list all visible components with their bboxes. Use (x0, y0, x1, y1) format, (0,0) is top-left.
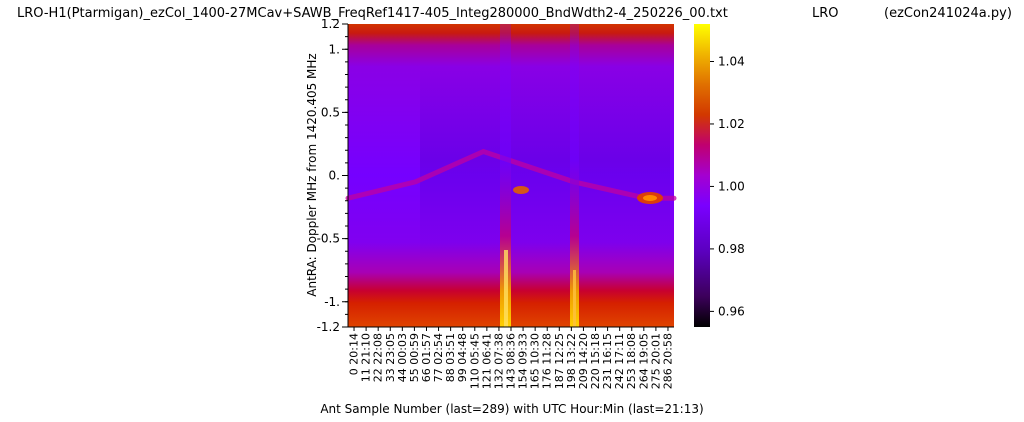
y-tick-label: 0.5 (321, 105, 340, 119)
y-axis: 1.2 1. 0.5 0. -0.5 -1. -1.2 (317, 17, 349, 334)
heatmap-plot-area (345, 24, 677, 327)
y-tick-label: 0. (329, 169, 340, 183)
hot-spot-1 (513, 186, 529, 194)
x-tick-label: 165 10:30 (529, 333, 542, 389)
x-tick-label: 187 12:25 (553, 333, 566, 389)
x-tick-label: 220 15:18 (589, 333, 602, 389)
program-label: (ezCon241024a.py) (884, 6, 1012, 21)
x-tick-label: 22 22:08 (372, 333, 385, 382)
colorbar (694, 24, 710, 327)
x-tick-label: 286 20:58 (661, 333, 674, 389)
vertical-streak-2 (570, 24, 579, 327)
x-tick-label: 121 06:41 (480, 333, 493, 389)
x-tick-label: 99 04:48 (456, 333, 469, 382)
vertical-streak-2-core (573, 270, 576, 327)
x-axis-label: Ant Sample Number (last=289) with UTC Ho… (320, 402, 703, 416)
colorbar-tick-label: 0.98 (718, 242, 745, 256)
x-tick-label: 275 20:01 (649, 333, 662, 389)
x-tick-label: 110 05:45 (468, 333, 481, 389)
x-tick-label: 176 11:28 (541, 333, 554, 389)
y-axis-label: AntRA: Doppler MHz from 1420.405 MHz (305, 53, 319, 297)
x-tick-label: 242 17:11 (613, 333, 626, 389)
x-tick-label: 55 00:59 (408, 333, 421, 382)
vertical-streak-1 (500, 24, 511, 327)
x-tick-label: 88 03:51 (444, 333, 457, 382)
x-tick-label: 154 09:33 (517, 333, 530, 389)
x-tick-label: 253 18:08 (625, 333, 638, 389)
x-tick-label: 0 20:14 (348, 333, 361, 375)
y-tick-label: -0.5 (317, 232, 340, 246)
y-tick-label: 1.2 (321, 17, 340, 31)
x-tick-label: 66 01:57 (420, 333, 433, 382)
low-power-region (420, 60, 670, 260)
colorbar-tick-label: 1.02 (718, 117, 745, 131)
vertical-streak-1-core (504, 250, 508, 327)
colorbar-ticks: 0.96 0.98 1.00 1.02 1.04 (710, 54, 745, 318)
x-tick-label: 143 08:36 (505, 333, 518, 389)
hot-spot-2-core (643, 195, 657, 201)
y-tick-label: 1. (329, 42, 340, 56)
x-tick-label: 264 19:05 (637, 333, 650, 389)
x-tick-label: 77 02:54 (432, 333, 445, 382)
x-tick-label: 33 23:05 (384, 333, 397, 382)
x-tick-label: 11 21:10 (360, 333, 373, 382)
colorbar-tick-label: 1.00 (718, 179, 745, 193)
colorbar-tick-label: 0.96 (718, 304, 745, 318)
x-tick-label: 44 00:03 (396, 333, 409, 382)
file-title: LRO-H1(Ptarmigan)_ezCol_1400-27MCav+SAWB… (17, 6, 728, 21)
y-tick-label: -1.2 (317, 320, 340, 334)
y-tick-label: -1. (324, 295, 340, 309)
colorbar-tick-label: 1.04 (718, 54, 745, 68)
x-tick-label: 231 16:15 (601, 333, 614, 389)
site-label: LRO (812, 6, 839, 21)
x-tick-label: 132 07:38 (492, 333, 505, 389)
x-tick-label: 209 14:20 (577, 333, 590, 389)
x-axis: 0 20:14 11 21:10 22 22:08 33 23:05 44 00:03 5… (348, 326, 674, 389)
x-tick-label: 198 13:22 (565, 333, 578, 389)
